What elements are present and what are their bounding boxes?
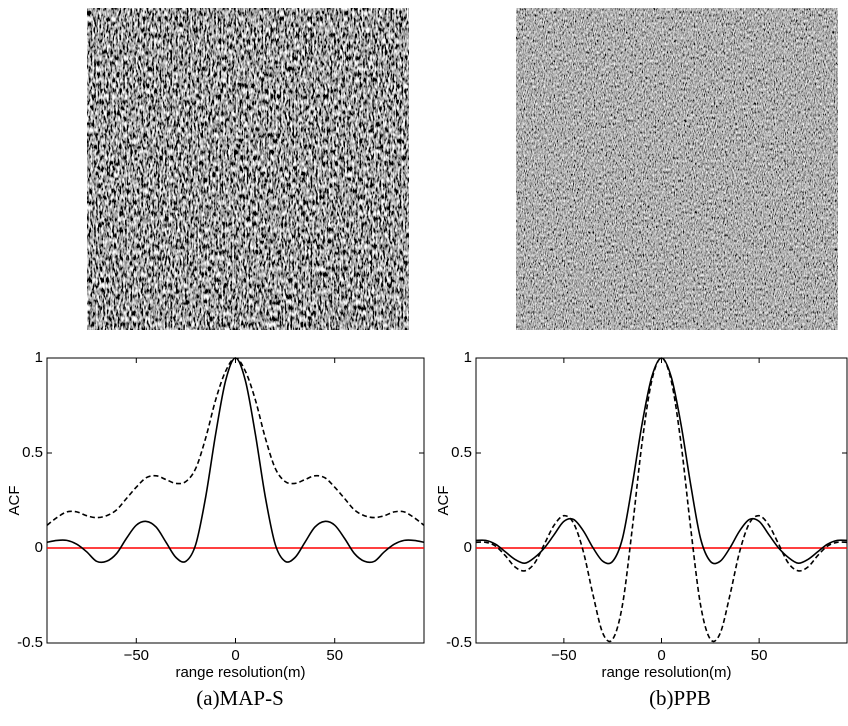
y-tick-label: 0: [464, 539, 472, 556]
y-axis-label: ACF: [6, 486, 23, 516]
x-tick-label: −50: [124, 647, 149, 664]
y-axis-label: ACF: [435, 486, 452, 516]
data-line: [475, 357, 848, 643]
speckle-image: [87, 8, 409, 330]
speckle-image: [516, 8, 838, 330]
x-axis-label: range resolution(m): [175, 664, 305, 681]
data-line: [46, 357, 425, 526]
data-line: [475, 357, 848, 565]
y-tick-label: 0.5: [22, 444, 43, 461]
x-tick-label: −50: [551, 647, 576, 664]
x-tick-label: 0: [657, 647, 665, 664]
x-tick-label: 50: [751, 647, 768, 664]
x-axis-label: range resolution(m): [601, 664, 731, 681]
y-tick-label: 0: [35, 539, 43, 556]
plot-frame: [46, 357, 425, 644]
x-tick-label: 0: [231, 647, 239, 664]
y-tick-label: -0.5: [446, 634, 472, 651]
caption: (a)MAP-S: [196, 686, 284, 710]
data-line: [46, 357, 425, 564]
y-tick-label: 1: [464, 349, 472, 366]
y-tick-label: 0.5: [451, 444, 472, 461]
x-tick-label: 50: [326, 647, 343, 664]
y-tick-label: 1: [35, 349, 43, 366]
plot-frame: [475, 357, 848, 644]
caption: (b)PPB: [649, 686, 711, 710]
y-tick-label: -0.5: [17, 634, 43, 651]
